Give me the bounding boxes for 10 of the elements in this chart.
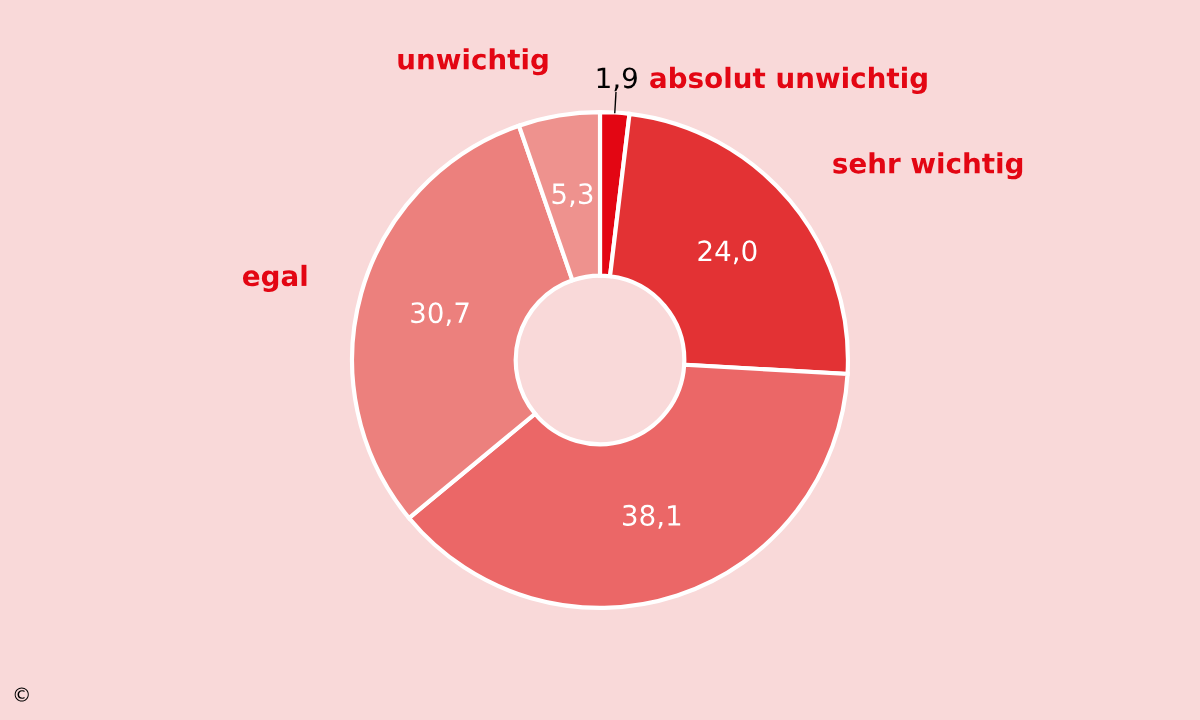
slice-label: unwichtig [398,48,548,76]
slice-label: absolut unwichtig [650,66,927,94]
text: © [14,687,29,702]
data-label: 30,7 [411,302,469,327]
data-label: 38,1 [623,504,681,529]
data-label: 5,3 [552,183,593,208]
data-label: 1,9 [597,67,637,92]
data-label: 24,0 [698,240,757,265]
slice-label: egal [242,264,307,292]
slice-label: sehr wichtig [833,152,1023,180]
